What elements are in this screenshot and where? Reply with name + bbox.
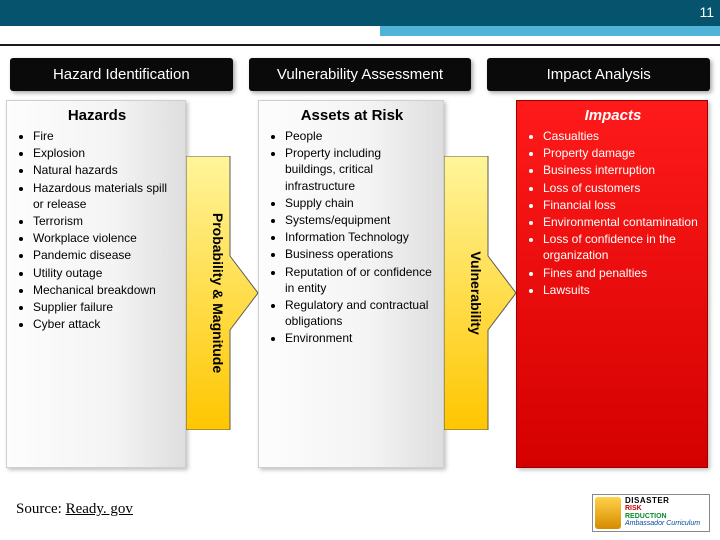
logo-line4: Ambassador Curriculum <box>625 520 700 527</box>
footer-logo: DISASTER RISK REDUCTION Ambassador Curri… <box>592 494 710 532</box>
column-assets: Assets at Risk PeopleProperty including … <box>258 100 444 468</box>
column-impacts: Impacts CasualtiesProperty damageBusines… <box>516 100 708 468</box>
list-item: Cyber attack <box>33 316 177 332</box>
list-item: Supplier failure <box>33 299 177 315</box>
divider-line <box>0 44 720 46</box>
arrow-label-probability: Probability & Magnitude <box>210 213 226 373</box>
list-item: Hazardous materials spill or release <box>33 180 177 212</box>
hazards-list: FireExplosionNatural hazards Hazardous ma… <box>17 128 177 332</box>
list-item: Property damage <box>543 145 699 161</box>
arrow-vulnerability: Vulnerability <box>444 156 516 430</box>
list-item: Reputation of or confidence in entity <box>285 264 435 296</box>
logo-line2: RISK <box>625 505 642 512</box>
header-vulnerability-assessment: Vulnerability Assessment <box>249 58 472 91</box>
source-citation: Source: Ready. gov <box>16 501 133 518</box>
assets-list: PeopleProperty including buildings, crit… <box>269 128 435 346</box>
list-item: Regulatory and contractual obligations <box>285 297 435 329</box>
list-item: People <box>285 128 435 144</box>
list-item: Information Technology <box>285 229 435 245</box>
list-item: Fines and penalties <box>543 265 699 281</box>
header-impact-analysis: Impact Analysis <box>487 58 710 91</box>
list-item: Workplace violence <box>33 230 177 246</box>
logo-line1: DISASTER <box>625 497 707 505</box>
column-title-impacts: Impacts <box>527 107 699 124</box>
source-prefix: Source: <box>16 501 66 517</box>
section-headers: Hazard Identification Vulnerability Asse… <box>10 58 710 91</box>
page-number: 11 <box>699 4 714 20</box>
list-item: Mechanical breakdown <box>33 282 177 298</box>
diagram-stage: Hazards FireExplosionNatural hazards Haza… <box>6 100 714 480</box>
list-item: Financial loss <box>543 197 699 213</box>
top-bar: 11 <box>0 0 720 26</box>
list-item: Explosion <box>33 145 177 161</box>
arrow-label-vulnerability: Vulnerability <box>468 251 484 335</box>
accent-bar <box>380 26 720 36</box>
list-item: Environment <box>285 330 435 346</box>
list-item: Environmental contamination <box>543 214 699 230</box>
list-item: Business operations <box>285 246 435 262</box>
logo-line3: REDUCTION <box>625 513 667 520</box>
list-item: Casualties <box>543 128 699 144</box>
list-item: Fire <box>33 128 177 144</box>
header-hazard-identification: Hazard Identification <box>10 58 233 91</box>
list-item: Property including buildings, critical i… <box>285 145 435 194</box>
list-item: Supply chain <box>285 195 435 211</box>
column-hazards: Hazards FireExplosionNatural hazards Haza… <box>6 100 186 468</box>
list-item: Lawsuits <box>543 282 699 298</box>
column-title-hazards: Hazards <box>17 107 177 124</box>
list-item: Utility outage <box>33 265 177 281</box>
impacts-list: CasualtiesProperty damageBusiness interr… <box>527 128 699 298</box>
list-item: Loss of confidence in the organization <box>543 231 699 263</box>
source-link[interactable]: Ready. gov <box>66 501 133 517</box>
list-item: Natural hazards <box>33 162 177 178</box>
list-item: Systems/equipment <box>285 212 435 228</box>
list-item: Terrorism <box>33 213 177 229</box>
list-item: Loss of customers <box>543 180 699 196</box>
logo-badge-icon <box>595 497 621 529</box>
column-title-assets: Assets at Risk <box>269 107 435 124</box>
arrow-probability-magnitude: Probability & Magnitude <box>186 156 258 430</box>
list-item: Pandemic disease <box>33 247 177 263</box>
list-item: Business interruption <box>543 162 699 178</box>
